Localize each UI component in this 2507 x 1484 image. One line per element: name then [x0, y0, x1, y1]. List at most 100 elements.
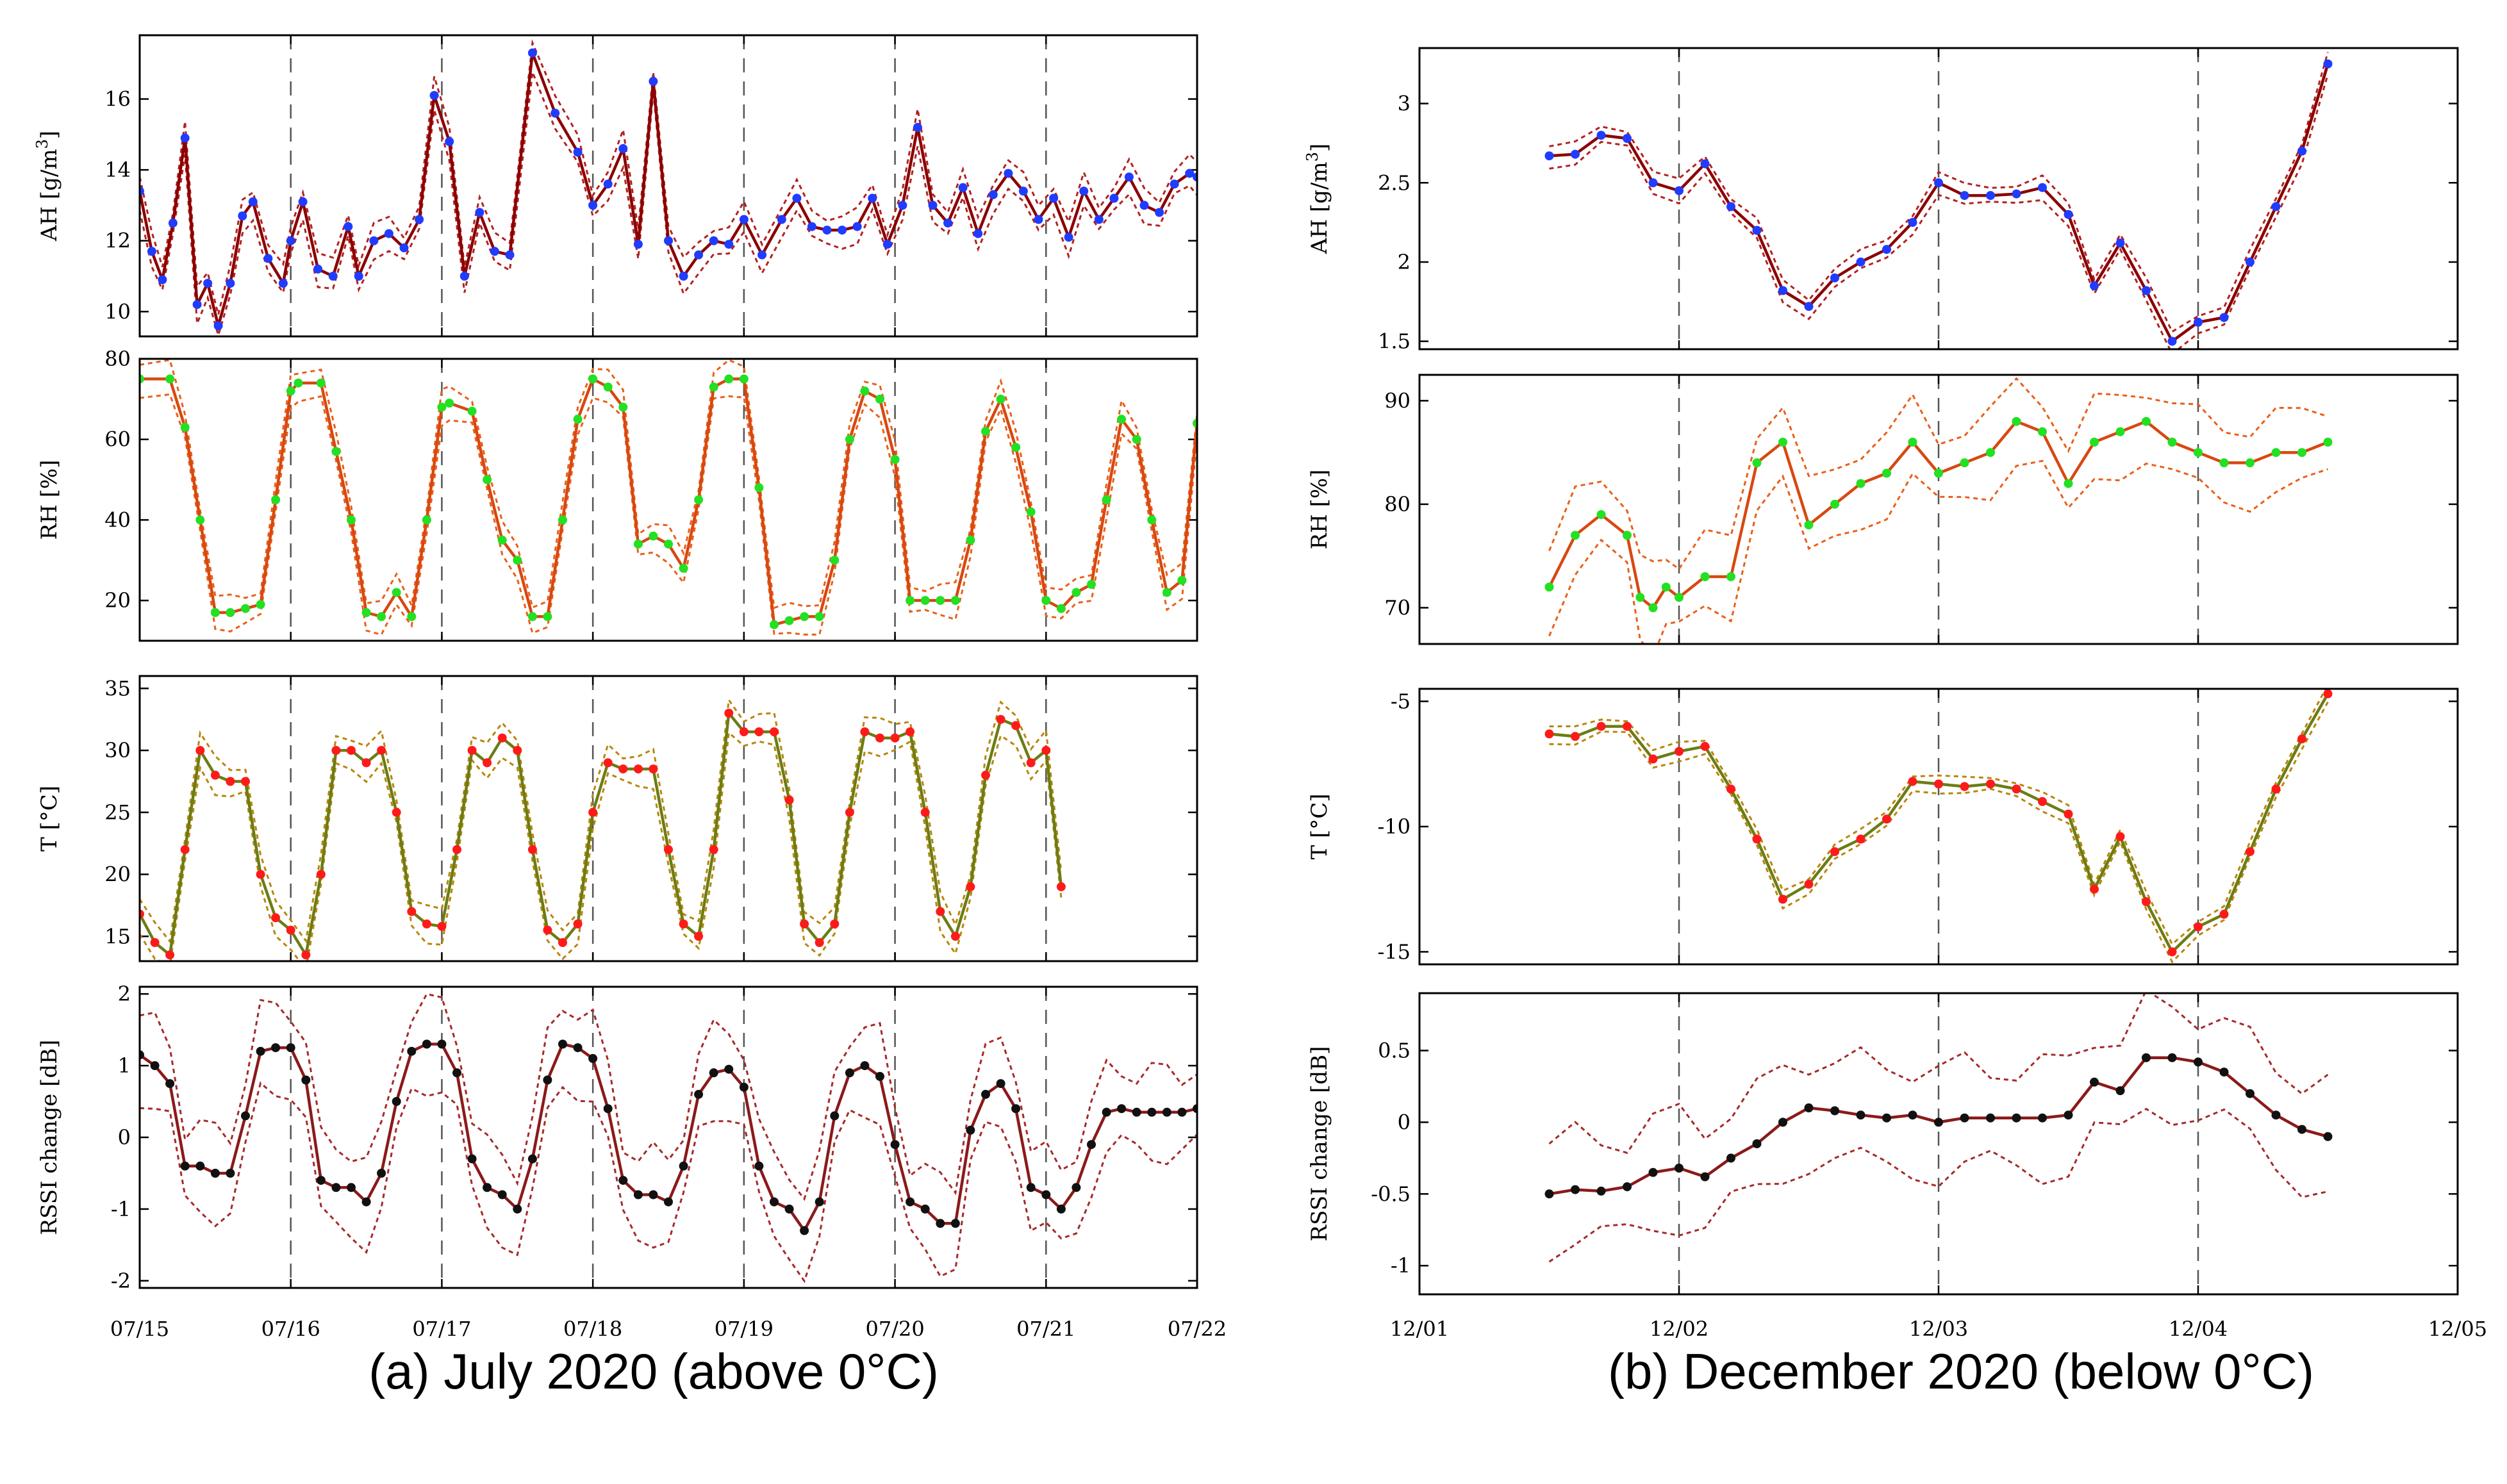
y-axis-label: AH [g/m3]	[1303, 144, 1332, 254]
upper-bound-line	[140, 39, 1197, 315]
data-point	[407, 612, 417, 622]
data-point	[988, 190, 998, 199]
y-tick-label: 3	[1398, 92, 1411, 116]
y-tick-label: 1.5	[1378, 329, 1411, 354]
data-point	[377, 612, 386, 622]
y-tick-label: 35	[104, 676, 131, 700]
data-point	[331, 447, 341, 456]
data-point	[445, 136, 454, 146]
data-point	[649, 76, 658, 86]
data-point	[513, 1204, 522, 1214]
y-tick-label: 70	[1384, 595, 1411, 620]
y-tick-label: -2	[111, 1269, 131, 1293]
data-point	[1752, 226, 1762, 235]
data-point	[603, 758, 613, 768]
data-point	[739, 727, 749, 737]
data-point	[1960, 1113, 1969, 1123]
data-point	[618, 1176, 628, 1185]
data-point	[1856, 834, 1866, 844]
data-point	[2012, 416, 2021, 426]
data-point	[437, 921, 447, 931]
data-point	[792, 194, 802, 203]
data-point	[2090, 438, 2099, 447]
series-rssi-change	[140, 993, 1197, 1283]
data-point	[2323, 689, 2333, 698]
data-point	[256, 870, 265, 879]
data-point	[754, 727, 764, 737]
data-point	[920, 596, 930, 606]
data-point	[830, 1111, 840, 1121]
data-point	[2038, 427, 2047, 436]
data-point	[467, 406, 477, 416]
data-point	[679, 919, 688, 928]
data-point	[2167, 438, 2177, 447]
mean-line	[140, 377, 1197, 627]
y-tick-label: 20	[104, 862, 131, 887]
data-point	[550, 108, 560, 118]
data-point	[1986, 779, 1995, 789]
data-point	[1170, 179, 1179, 189]
data-point	[1117, 415, 1127, 424]
mean-line	[140, 52, 1197, 332]
data-point	[2194, 317, 2203, 327]
data-point	[195, 746, 205, 755]
data-point	[875, 394, 884, 404]
data-point	[316, 870, 326, 879]
data-point	[1726, 572, 1735, 581]
data-point	[1623, 134, 1632, 143]
lower-bound-line	[1549, 701, 2329, 964]
data-point	[860, 1061, 870, 1071]
data-point	[140, 374, 144, 384]
data-point	[913, 122, 922, 132]
data-point	[1908, 1110, 1917, 1120]
data-point	[256, 1046, 265, 1056]
data-point	[316, 378, 326, 388]
data-point	[573, 147, 583, 157]
y-tick-label: 0.5	[1378, 1039, 1411, 1063]
data-point	[140, 1050, 144, 1060]
data-point	[437, 1039, 447, 1049]
data-point	[1882, 245, 1891, 254]
data-point	[1934, 1117, 1943, 1127]
data-point	[1147, 1107, 1157, 1117]
data-point	[603, 1104, 613, 1114]
data-point	[210, 770, 220, 780]
data-point	[649, 531, 658, 541]
data-point	[996, 714, 1005, 724]
upper-bound-line	[140, 697, 1063, 944]
data-point	[1648, 603, 1658, 613]
data-point	[475, 208, 484, 217]
data-point	[724, 374, 734, 384]
data-point	[1117, 0, 1126, 4]
x-tick-label: 07/18	[563, 1317, 622, 1341]
y-axis-label: T [°C]	[37, 786, 62, 852]
upper-bound-line	[1549, 51, 2329, 333]
data-point	[1934, 178, 1943, 188]
data-point	[860, 386, 870, 396]
data-point	[2297, 448, 2306, 458]
data-point	[1011, 1104, 1021, 1114]
data-point	[407, 907, 417, 916]
data-point	[868, 194, 877, 203]
x-tick-label: 07/20	[865, 1317, 924, 1341]
data-point	[770, 620, 779, 629]
data-point	[784, 795, 794, 805]
caption-panel-b: (b) December 2020 (below 0°C)	[1608, 1343, 2314, 1399]
data-point	[1675, 746, 1684, 756]
data-point	[140, 909, 144, 919]
data-point	[973, 229, 983, 238]
data-point	[770, 1197, 779, 1207]
data-point	[1094, 215, 1104, 224]
data-point	[210, 608, 220, 617]
data-point	[1087, 1140, 1096, 1150]
data-point	[838, 226, 847, 235]
upper-bound-line	[1548, 377, 2328, 571]
data-point	[1648, 754, 1658, 764]
data-point	[165, 950, 175, 960]
data-point	[392, 807, 401, 817]
data-point	[1147, 0, 1156, 4]
data-point	[213, 321, 223, 331]
data-point	[1155, 208, 1164, 217]
data-point	[316, 1176, 326, 1185]
